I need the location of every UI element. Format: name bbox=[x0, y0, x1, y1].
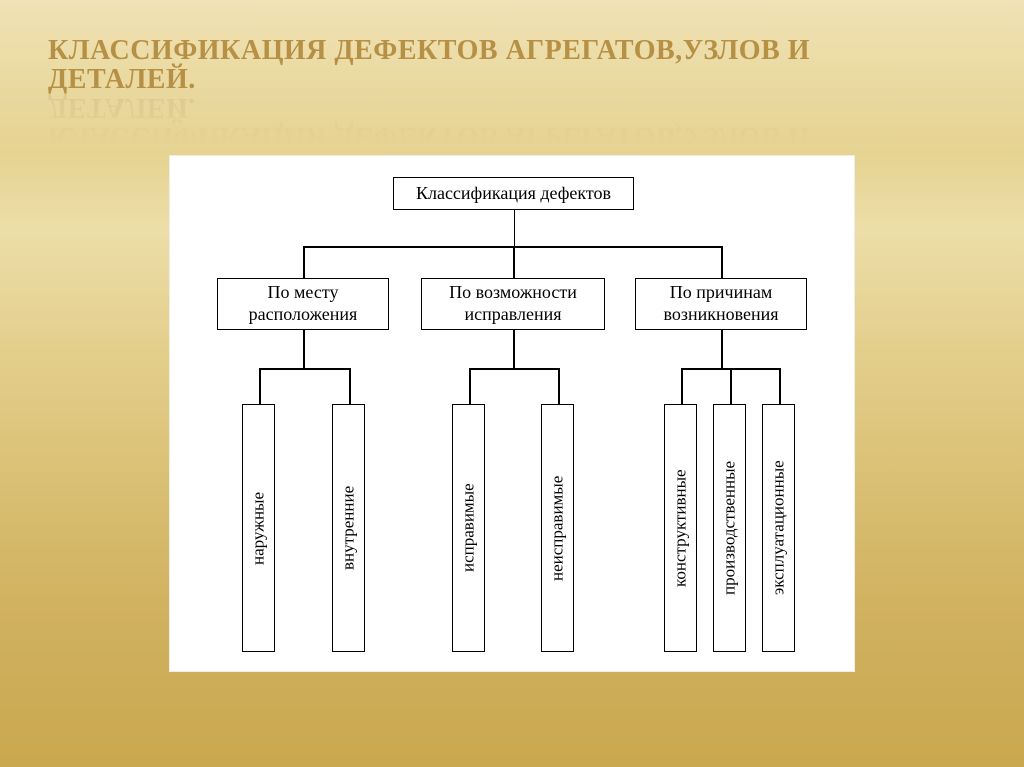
connector-line bbox=[259, 368, 261, 406]
root-box: Классификация дефектов bbox=[393, 177, 634, 210]
connector-line bbox=[730, 368, 732, 406]
leaf-box: неисправимые bbox=[541, 404, 574, 652]
slide-title-reflection: КЛАССИФИКАЦИЯ ДЕФЕКТОВ АГРЕГАТОВ,УЗЛОВ И… bbox=[48, 92, 948, 151]
slide-title-wrap: КЛАССИФИКАЦИЯ ДЕФЕКТОВ АГРЕГАТОВ,УЗЛОВ И… bbox=[48, 36, 948, 151]
connector-line bbox=[349, 368, 351, 406]
connector-line bbox=[303, 330, 305, 370]
leaf-box: внутренние bbox=[332, 404, 365, 652]
classification-diagram: Классификация дефектов По месту расположе… bbox=[169, 155, 855, 672]
connector-line bbox=[514, 210, 516, 248]
connector-line bbox=[721, 246, 723, 280]
connector-line bbox=[469, 368, 471, 406]
connector-line bbox=[558, 368, 560, 406]
connector-line bbox=[721, 330, 723, 370]
category-box: По месту расположения bbox=[217, 278, 389, 330]
connector-line bbox=[303, 246, 305, 280]
category-box: По возможности исправления bbox=[421, 278, 605, 330]
leaf-box: наружные bbox=[242, 404, 275, 652]
leaf-box: конструктивные bbox=[664, 404, 697, 652]
category-box: По причинам возникновения bbox=[635, 278, 807, 330]
leaf-box: исправимые bbox=[452, 404, 485, 652]
leaf-box: производственные bbox=[713, 404, 746, 652]
connector-line bbox=[681, 368, 683, 406]
slide-title: КЛАССИФИКАЦИЯ ДЕФЕКТОВ АГРЕГАТОВ,УЗЛОВ И… bbox=[48, 36, 948, 95]
connector-line bbox=[259, 368, 351, 370]
connector-line bbox=[469, 368, 560, 370]
connector-line bbox=[513, 330, 515, 370]
connector-line bbox=[513, 246, 515, 280]
connector-line bbox=[779, 368, 781, 406]
leaf-box: эксплуатационные bbox=[762, 404, 795, 652]
